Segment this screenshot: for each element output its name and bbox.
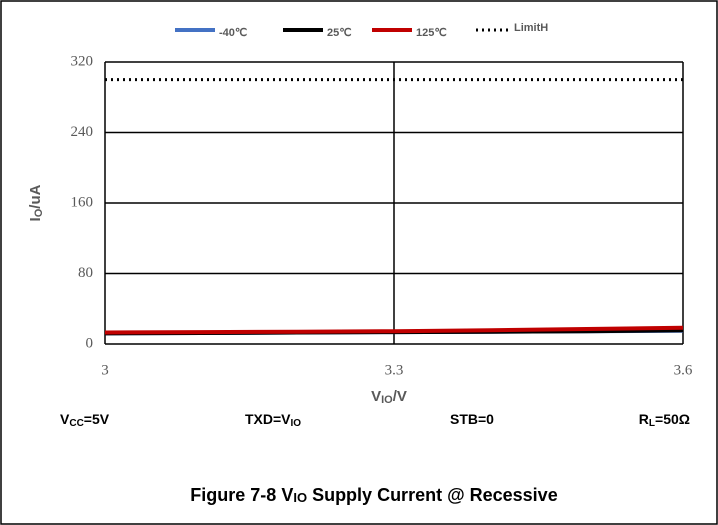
x-axis-label-part: /V xyxy=(393,388,407,405)
annotation-part: STB=0 xyxy=(450,411,494,427)
annotation-part: IO xyxy=(291,418,302,429)
annotation: VCC=5V xyxy=(60,411,110,429)
annotation-part: CC xyxy=(69,418,83,429)
annotation: STB=0 xyxy=(450,411,494,427)
y-axis-label-part: I xyxy=(27,217,44,221)
annotation-part: TXD=V xyxy=(245,411,291,427)
y-axis-label-part: O xyxy=(33,208,45,217)
y-tick-label: 80 xyxy=(78,265,93,281)
x-axis-label: VIO/V xyxy=(371,388,407,406)
x-tick-label: 3.3 xyxy=(385,362,404,378)
x-axis-label-part: IO xyxy=(381,394,393,406)
y-axis-label-part: /uA xyxy=(27,184,44,208)
chart-title-part: Supply Current @ Recessive xyxy=(307,485,558,505)
chart-title: Figure 7-8 VIO Supply Current @ Recessiv… xyxy=(190,485,557,506)
y-tick-label: 240 xyxy=(71,124,94,140)
chart-title-part: IO xyxy=(293,490,307,505)
annotation-part: L xyxy=(649,418,655,429)
x-axis-label-part: V xyxy=(371,388,381,405)
legend-label: -40℃ xyxy=(219,27,247,39)
annotation: TXD=VIO xyxy=(245,411,301,429)
x-tick-label: 3.6 xyxy=(674,362,693,378)
annotation-part: =50Ω xyxy=(655,411,690,427)
series-line xyxy=(104,325,684,335)
annotation-part: V xyxy=(60,411,70,427)
annotation-part: R xyxy=(639,411,649,427)
annotation: RL=50Ω xyxy=(639,411,690,429)
legend-label: 25℃ xyxy=(327,27,352,39)
y-axis-label: IO/uA xyxy=(27,184,45,221)
x-tick-label: 3 xyxy=(101,362,109,378)
chart-title-part: Figure 7-8 V xyxy=(190,485,293,505)
y-tick-label: 0 xyxy=(86,335,94,351)
y-tick-label: 320 xyxy=(71,53,94,69)
legend-label: LimitH xyxy=(514,22,548,34)
annotation-part: =5V xyxy=(84,411,110,427)
y-tick-label: 160 xyxy=(71,194,94,210)
legend-label: 125℃ xyxy=(416,27,447,39)
